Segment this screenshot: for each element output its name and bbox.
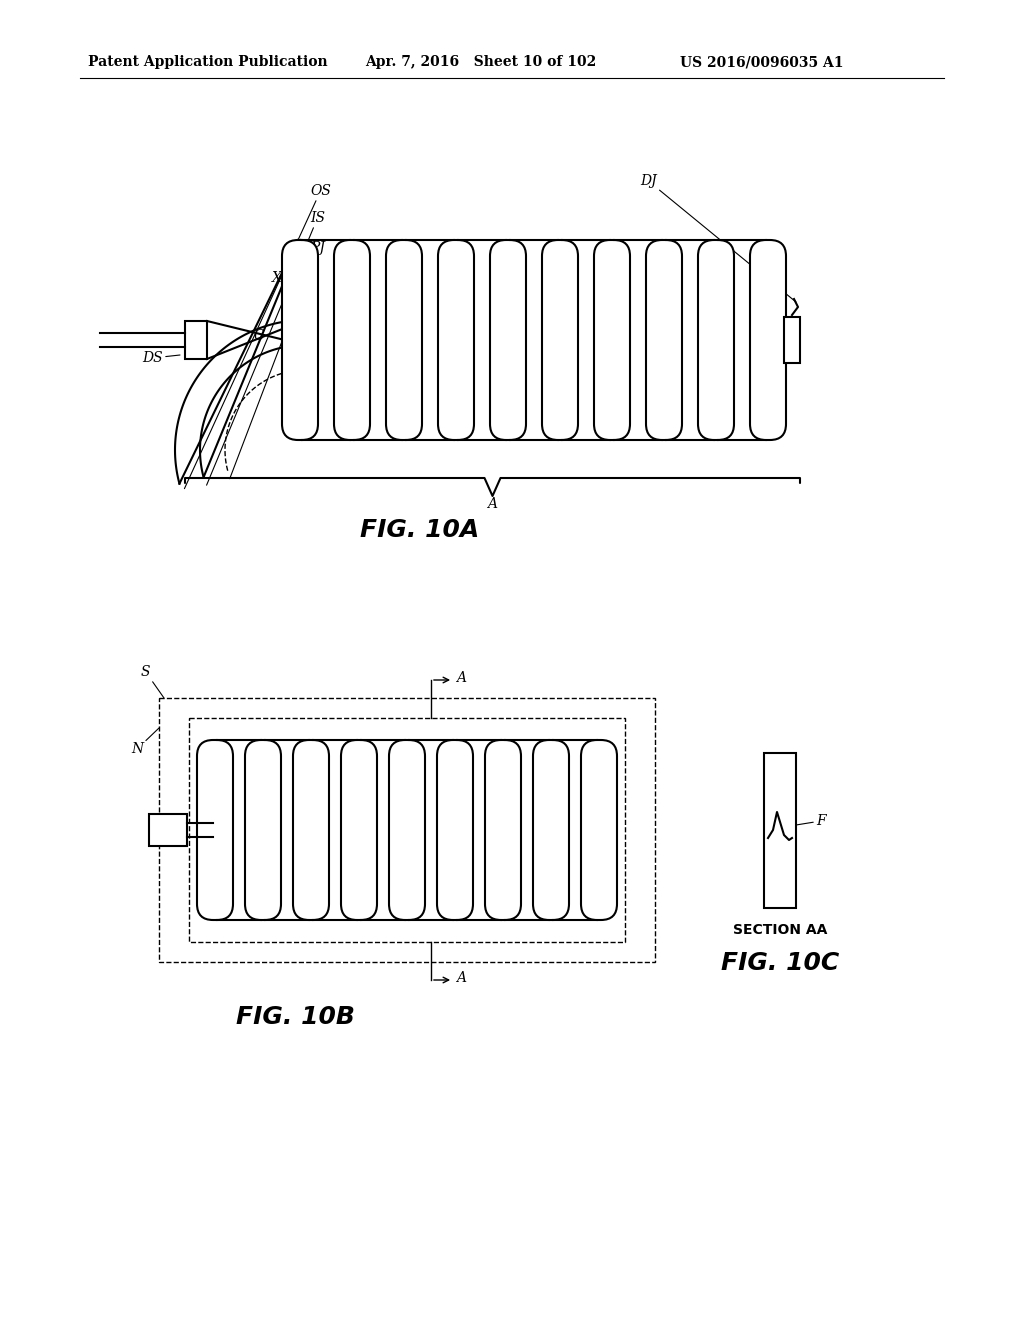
- FancyBboxPatch shape: [386, 240, 422, 440]
- Text: US 2016/0096035 A1: US 2016/0096035 A1: [680, 55, 844, 69]
- Bar: [150, 814, 187, 846]
- Bar: [784, 317, 800, 363]
- Bar: [159, 698, 655, 962]
- Text: C: C: [253, 329, 263, 343]
- FancyBboxPatch shape: [245, 741, 281, 920]
- Text: X: X: [272, 271, 282, 285]
- FancyBboxPatch shape: [581, 741, 617, 920]
- FancyBboxPatch shape: [341, 741, 377, 920]
- Text: Apr. 7, 2016   Sheet 10 of 102: Apr. 7, 2016 Sheet 10 of 102: [365, 55, 596, 69]
- FancyBboxPatch shape: [293, 741, 329, 920]
- Text: DJ: DJ: [640, 174, 796, 302]
- Text: DS: DS: [142, 351, 180, 366]
- Text: FIG. 10C: FIG. 10C: [721, 950, 839, 974]
- FancyBboxPatch shape: [485, 741, 521, 920]
- Text: SECTION AA: SECTION AA: [733, 923, 827, 936]
- FancyBboxPatch shape: [437, 741, 473, 920]
- FancyBboxPatch shape: [534, 741, 569, 920]
- Text: FIG. 10A: FIG. 10A: [360, 517, 479, 543]
- Text: F: F: [796, 814, 825, 828]
- Bar: [185, 321, 207, 359]
- Text: RC: RC: [288, 297, 309, 312]
- Text: Patent Application Publication: Patent Application Publication: [88, 55, 328, 69]
- FancyBboxPatch shape: [594, 240, 630, 440]
- Text: IS: IS: [207, 211, 325, 486]
- FancyBboxPatch shape: [490, 240, 526, 440]
- FancyBboxPatch shape: [334, 240, 370, 440]
- Bar: [189, 718, 625, 942]
- FancyBboxPatch shape: [698, 240, 734, 440]
- Text: FIG. 10B: FIG. 10B: [236, 1005, 354, 1030]
- FancyBboxPatch shape: [542, 240, 578, 440]
- Text: A: A: [487, 498, 498, 511]
- FancyBboxPatch shape: [282, 240, 318, 440]
- FancyBboxPatch shape: [389, 741, 425, 920]
- FancyBboxPatch shape: [438, 240, 474, 440]
- Text: S: S: [141, 665, 164, 698]
- FancyBboxPatch shape: [197, 741, 233, 920]
- Text: PJ: PJ: [229, 242, 325, 479]
- Text: A: A: [456, 671, 466, 685]
- Bar: [764, 752, 796, 908]
- FancyBboxPatch shape: [750, 240, 786, 440]
- Text: N: N: [131, 729, 159, 756]
- Text: OS: OS: [184, 183, 331, 488]
- FancyBboxPatch shape: [646, 240, 682, 440]
- Text: A: A: [456, 972, 466, 985]
